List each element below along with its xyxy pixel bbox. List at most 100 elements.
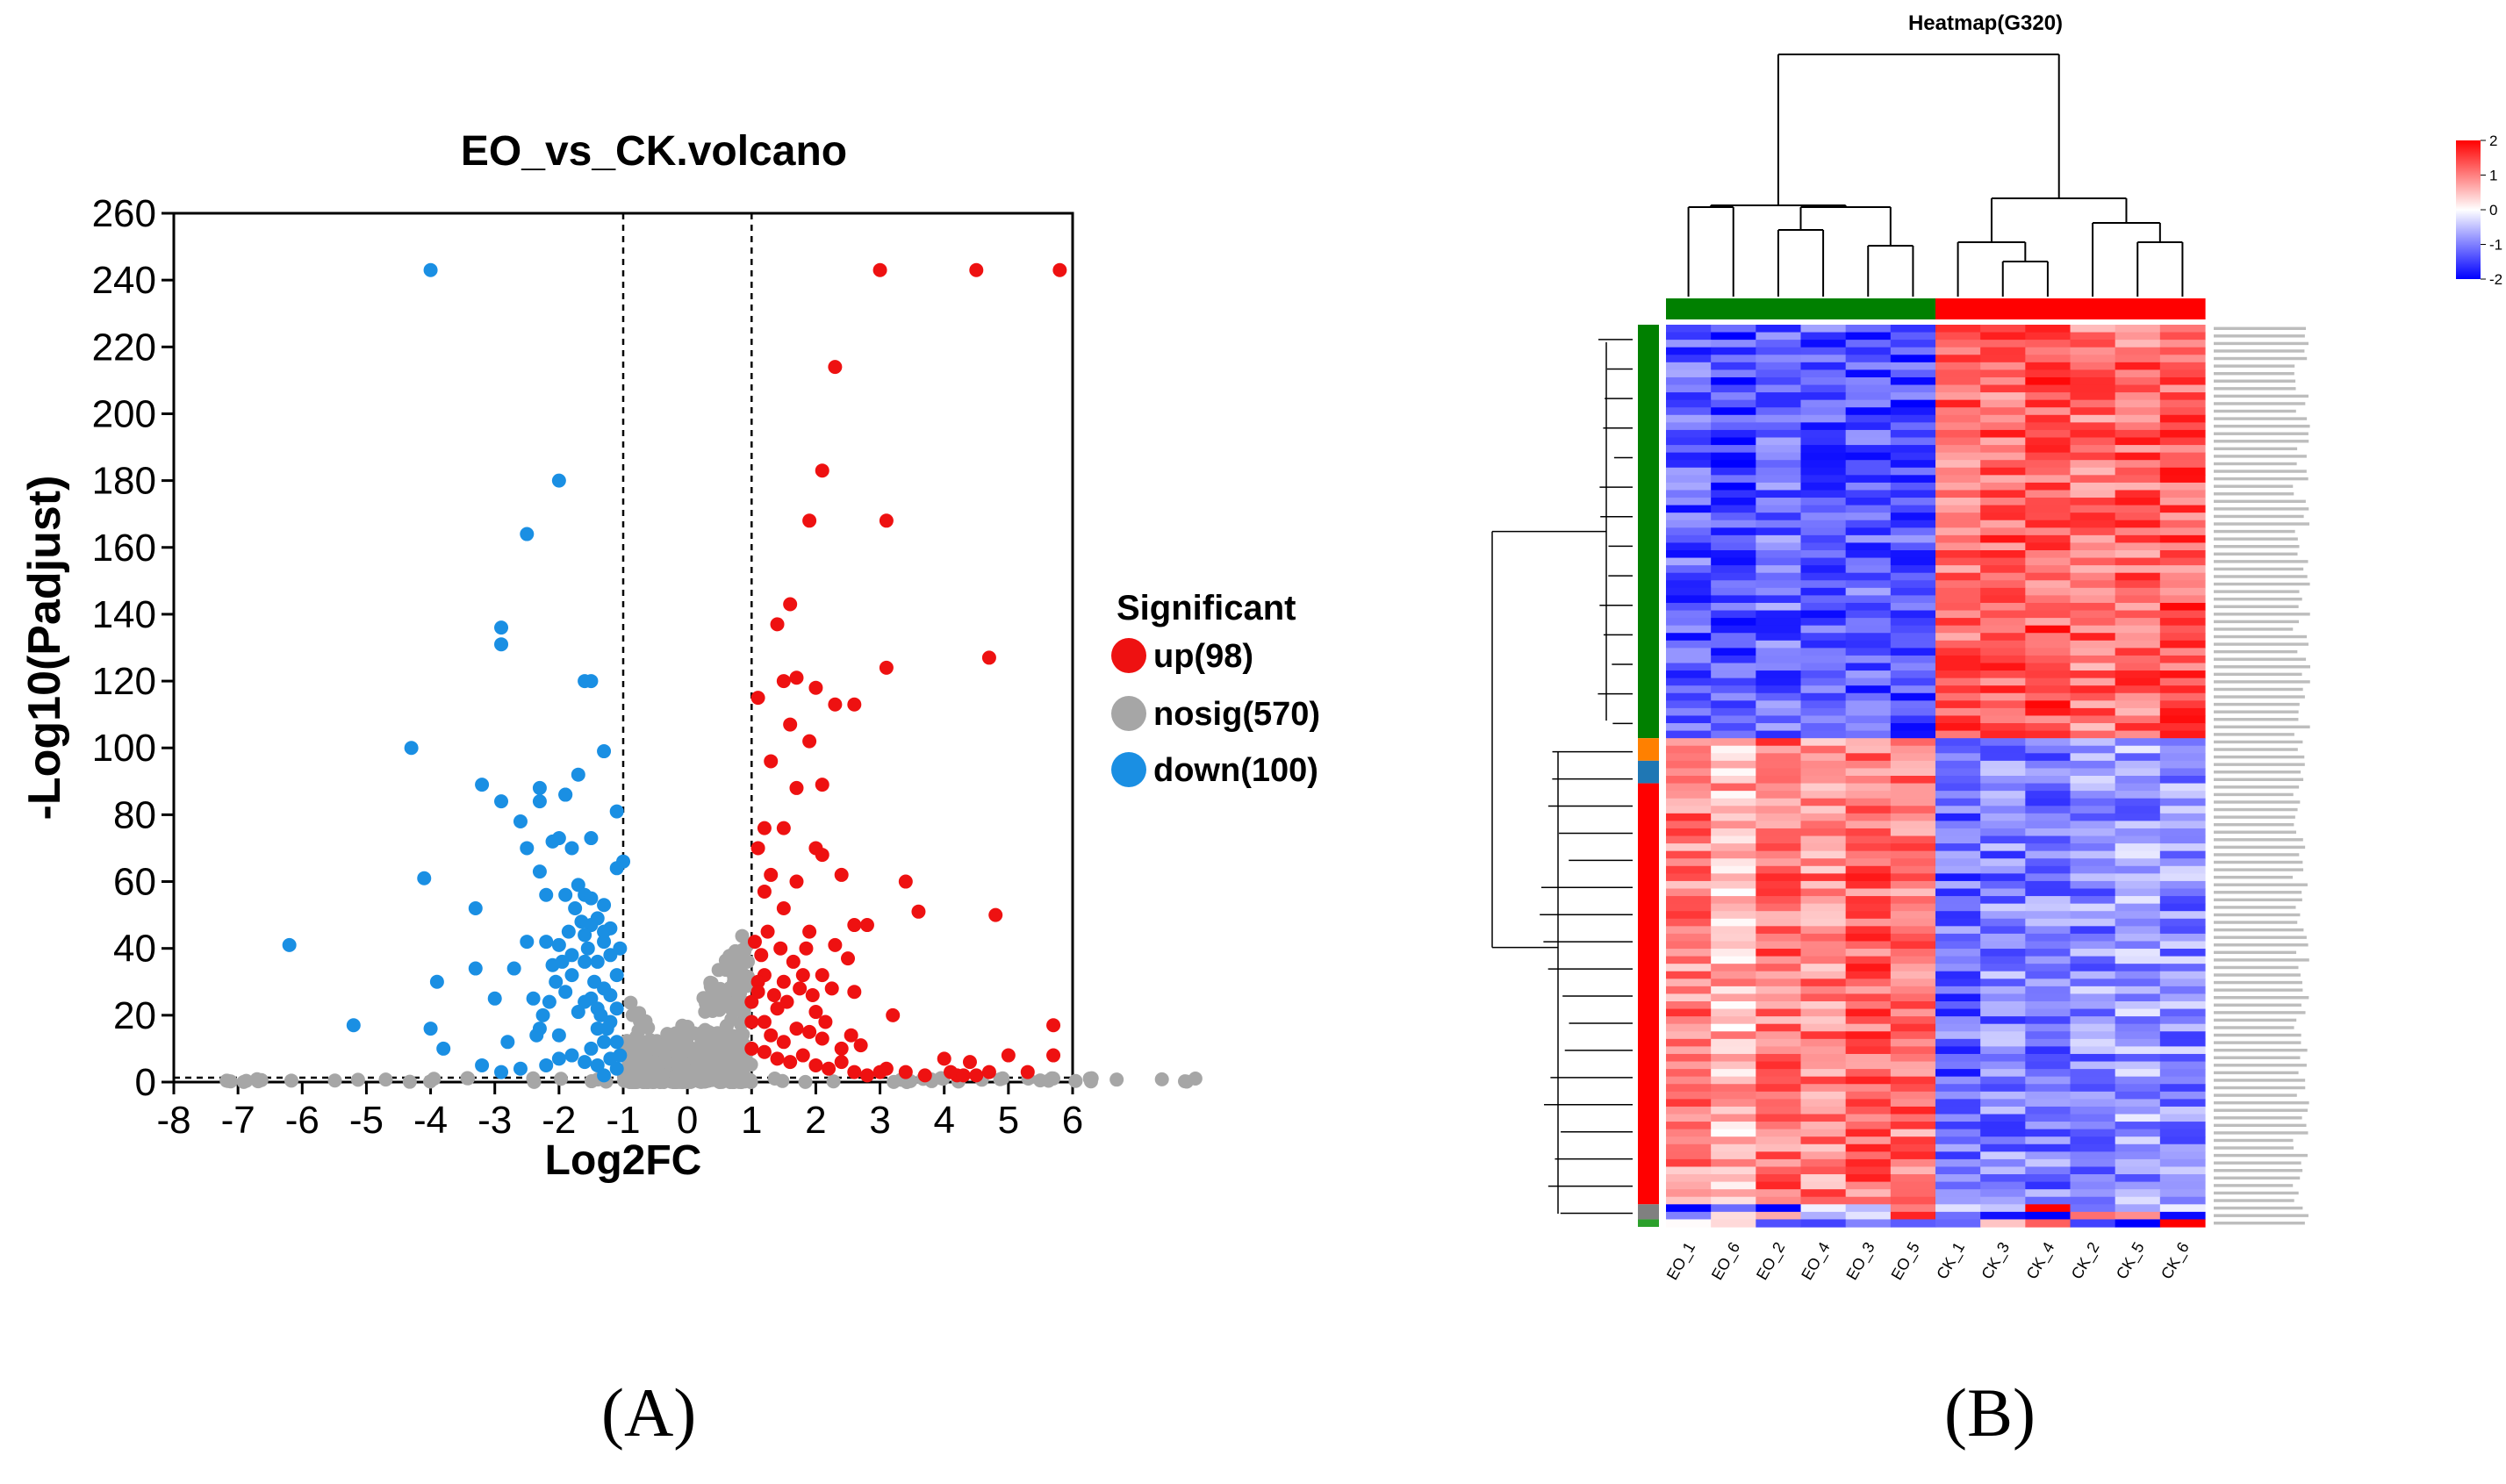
heatmap-cell [2070, 888, 2116, 897]
heatmap-cell [1756, 467, 1802, 476]
heatmap-cell [2159, 753, 2206, 762]
group-bar-eo [1711, 298, 1756, 319]
heatmap-cell [1800, 1158, 1847, 1168]
heatmap-cell [1845, 376, 1892, 386]
heatmap-cell [1800, 625, 1847, 634]
heatmap-cell [1711, 1136, 1756, 1145]
heatmap-cell [2159, 783, 2206, 792]
heatmap-cell [2159, 655, 2206, 664]
heatmap-cell [1890, 1046, 1936, 1055]
heatmap-cell [2025, 1084, 2072, 1093]
heatmap-cell [2025, 340, 2072, 348]
point-nosig [350, 1072, 365, 1087]
heatmap-cell [2159, 527, 2206, 536]
heatmap-cell [1890, 392, 1936, 401]
heatmap-cell [1666, 550, 1712, 559]
heatmap-cell [1711, 821, 1756, 829]
heatmap-cell [2159, 610, 2206, 619]
heatmap-cell [1980, 979, 2026, 987]
heatmap-cell [2159, 677, 2206, 686]
point-down [475, 1057, 490, 1072]
heatmap-cell [1800, 414, 1847, 423]
heatmap-cell [2070, 685, 2116, 694]
heatmap-cell [1666, 821, 1712, 829]
heatmap-cell [1935, 993, 1981, 1002]
heatmap-cell [1980, 941, 2026, 950]
heatmap-cell [1711, 776, 1756, 785]
heatmap-cell [1711, 993, 1756, 1002]
point-down [574, 914, 589, 929]
heatmap-cell [1800, 783, 1847, 792]
heatmap-cell [1666, 595, 1712, 604]
heatmap-cell [1711, 625, 1756, 634]
heatmap-cell [1800, 482, 1847, 491]
heatmap-cell [1890, 903, 1936, 912]
heatmap-cell [1890, 843, 1936, 852]
heatmap-cell [1845, 1204, 1892, 1213]
heatmap-cell [1800, 376, 1847, 386]
row-label-placeholder [2214, 341, 2309, 346]
y-tick-label: 120 [92, 660, 156, 703]
heatmap-cell [1666, 964, 1712, 972]
heatmap-cell [1800, 437, 1847, 446]
heatmap-cell [1711, 332, 1756, 341]
heatmap-cell [1890, 1143, 1936, 1152]
heatmap-cell [2025, 1219, 2072, 1228]
heatmap-cell [2115, 1219, 2161, 1228]
heatmap-cell [2025, 1196, 2072, 1205]
heatmap-cell [1890, 670, 1936, 679]
point-down [494, 794, 509, 809]
heatmap-cell [2025, 1136, 2072, 1145]
heatmap-cell [2159, 399, 2206, 408]
heatmap-cell [2115, 873, 2161, 882]
heatmap-cell [1935, 1031, 1981, 1040]
heatmap-cell [1800, 399, 1847, 408]
heatmap-cell [1980, 768, 2026, 777]
heatmap-plot: Heatmap(G320) EO_1 EO_6 EO_2 EO_4 EO_3 EO_5 CK… [1491, 11, 2502, 1283]
point-nosig [704, 976, 719, 991]
heatmap-cell [1935, 527, 1981, 536]
heatmap-cell [1666, 723, 1712, 732]
heatmap-cell [1666, 1038, 1712, 1047]
point-up [802, 1024, 817, 1039]
heatmap-cell [1935, 723, 1981, 732]
heatmap-cell [1890, 986, 1936, 995]
point-up [824, 981, 839, 996]
heatmap-cell [2115, 858, 2161, 867]
heatmap-cell [2115, 813, 2161, 821]
heatmap-cell [1890, 677, 1936, 686]
heatmap-cell [1935, 880, 1981, 890]
row-label-placeholder [2214, 853, 2300, 857]
heatmap-cell [1845, 362, 1892, 370]
heatmap-cell [2070, 783, 2116, 792]
heatmap-cell [1890, 1106, 1936, 1115]
heatmap-cell [1756, 520, 1802, 528]
heatmap-cell [1845, 835, 1892, 844]
x-tick-label: -8 [156, 1099, 190, 1142]
heatmap-cell [1800, 993, 1847, 1002]
heatmap-cell [2070, 467, 2116, 476]
heatmap-row-labels [2214, 326, 2310, 1225]
heatmap-cell [2070, 414, 2116, 423]
heatmap-cell [2115, 1053, 2161, 1063]
heatmap-cell [1711, 399, 1756, 408]
row-label-placeholder [2214, 1214, 2309, 1217]
row-label-placeholder [2214, 868, 2304, 871]
heatmap-cell [1890, 520, 1936, 528]
heatmap-cell [1935, 1189, 1981, 1198]
heatmap-cell [2025, 1114, 2072, 1122]
group-bar-ck [2115, 298, 2161, 319]
heatmap-cell [1845, 475, 1892, 484]
heatmap-cell [1845, 340, 1892, 348]
point-down [529, 1028, 544, 1043]
heatmap-cell [1980, 1099, 2026, 1108]
heatmap-cell [1890, 340, 1936, 348]
heatmap-cell [1935, 513, 1981, 521]
heatmap-cell [1756, 880, 1802, 890]
heatmap-cell [1935, 1211, 1981, 1221]
heatmap-cell [1666, 618, 1712, 627]
row-label-placeholder [2214, 830, 2296, 834]
heatmap-cell [1666, 655, 1712, 664]
heatmap-cell [2115, 865, 2161, 874]
heatmap-cell [1890, 550, 1936, 559]
